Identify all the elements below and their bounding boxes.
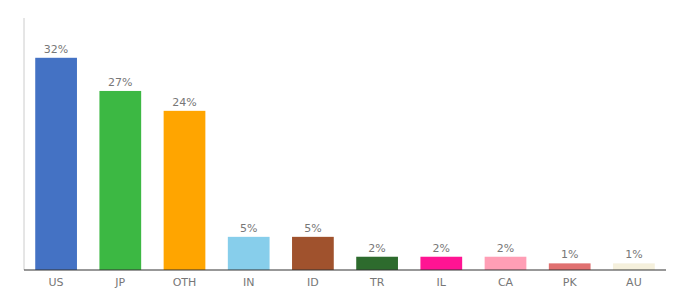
data-label: 5% [304,222,321,235]
data-label: 32% [44,43,68,56]
data-label: 1% [625,248,642,261]
x-tick-label: IN [243,276,254,289]
bar [292,237,334,270]
data-label: 24% [172,96,196,109]
bar [99,91,141,270]
chart-svg: US JP OTH IN ID TR IL CA PK AU 32% 27% 24% 5% 5% 2% 2% 2%… [0,0,680,300]
data-label: 27% [108,76,132,89]
bar [164,111,206,270]
bar [549,263,591,270]
bar [35,58,77,270]
x-tick-label: OTH [173,276,197,289]
chart-container: US JP OTH IN ID TR IL CA PK AU 32% 27% 24% 5% 5% 2% 2% 2%… [0,0,680,300]
y-axis-line [24,18,25,270]
bar [420,257,462,270]
data-label: 2% [433,242,450,255]
bar [613,263,655,270]
x-tick-label: TR [369,276,385,289]
data-label: 2% [368,242,385,255]
x-tick-label: PK [563,276,578,289]
bar [356,257,398,270]
x-tick-label: ID [307,276,319,289]
data-label: 2% [497,242,514,255]
bar [485,257,527,270]
x-tick-label: JP [114,276,125,289]
x-tick-label: AU [626,276,642,289]
x-tick-label: IL [437,276,447,289]
x-tick-label: US [49,276,64,289]
data-label: 1% [561,248,578,261]
bar [228,237,270,270]
x-axis-line [24,269,666,270]
data-label: 5% [240,222,257,235]
bars [35,58,655,270]
x-tick-label: CA [498,276,514,289]
